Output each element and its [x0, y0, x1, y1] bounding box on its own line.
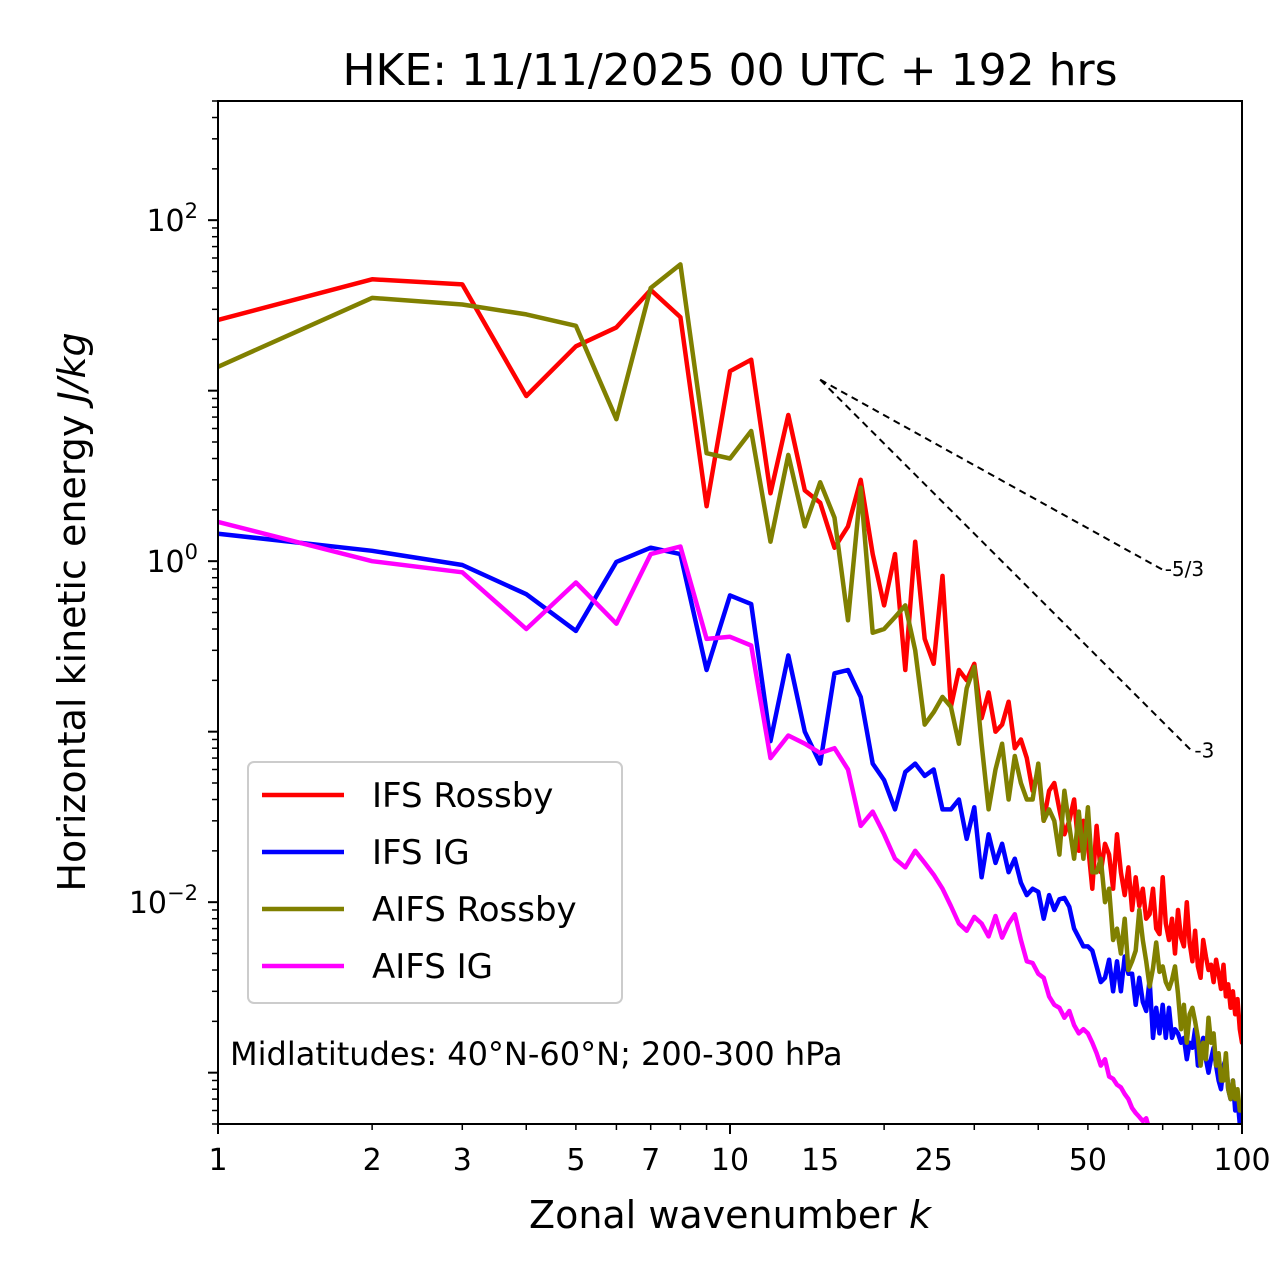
x-tick-label: 50	[1069, 1143, 1107, 1178]
y-axis-title: Horizontal kinetic energy J/kg	[50, 332, 94, 891]
x-tick-label: 10	[711, 1143, 749, 1178]
x-axis-title: Zonal wavenumber k	[529, 1193, 933, 1237]
slope-line--3	[819, 378, 1194, 753]
y-axis-unit: J/kg	[50, 332, 94, 409]
legend-label: IFS IG	[372, 833, 470, 873]
legend-label: AIFS Rossby	[372, 890, 577, 930]
y-tick-exponent: −2	[167, 881, 198, 905]
x-tick-label: 25	[915, 1143, 953, 1178]
legend-items: IFS Rossby IFS IG AIFS Rossby AIFS IG	[262, 776, 577, 987]
x-axis-variable: k	[909, 1193, 933, 1237]
y-tick-base: 10	[146, 545, 184, 580]
x-tick-label: 5	[566, 1143, 585, 1178]
legend-box	[247, 761, 623, 1004]
series-line-aifs-rossby	[218, 262, 1242, 1113]
x-tick-label: 1	[208, 1143, 227, 1178]
legend-label: IFS Rossby	[372, 776, 553, 816]
x-axis-title-text: Zonal wavenumber	[529, 1193, 909, 1237]
x-tick-label: 15	[801, 1143, 839, 1178]
y-tick-label: 10−2	[129, 881, 198, 921]
series-layer	[218, 262, 1242, 1124]
legend-label: AIFS IG	[372, 947, 493, 987]
legend: IFS Rossby IFS IG AIFS Rossby AIFS IG	[247, 761, 623, 1004]
y-axis-title-text: Horizontal kinetic energy	[50, 403, 94, 892]
x-tick-label: 7	[641, 1143, 660, 1178]
y-tick-exponent: 0	[185, 540, 198, 564]
x-tick-label: 3	[453, 1143, 472, 1178]
chart-title: HKE: 11/11/2025 00 UTC + 192 hrs	[342, 45, 1117, 96]
y-tick-label: 100	[146, 540, 198, 580]
slope-line--5-3	[819, 378, 1164, 571]
series-line-aifs-ig	[218, 519, 1151, 1124]
region-annotation: Midlatitudes: 40°N-60°N; 200-300 hPa	[230, 1035, 843, 1073]
x-tick-label: 100	[1213, 1143, 1270, 1178]
y-tick-label: 102	[146, 199, 198, 239]
y-tick-base: 10	[129, 886, 167, 921]
reference-slopes: -5/3 -3	[819, 378, 1214, 763]
x-axis: 1 2 3 5 7 10 15 25 50 100	[208, 1124, 1271, 1178]
x-tick-label: 2	[363, 1143, 382, 1178]
slope-label--5-3: -5/3	[1165, 557, 1204, 581]
y-tick-base: 10	[146, 204, 184, 239]
y-tick-exponent: 2	[185, 199, 198, 223]
slope-label--3: -3	[1194, 739, 1214, 763]
